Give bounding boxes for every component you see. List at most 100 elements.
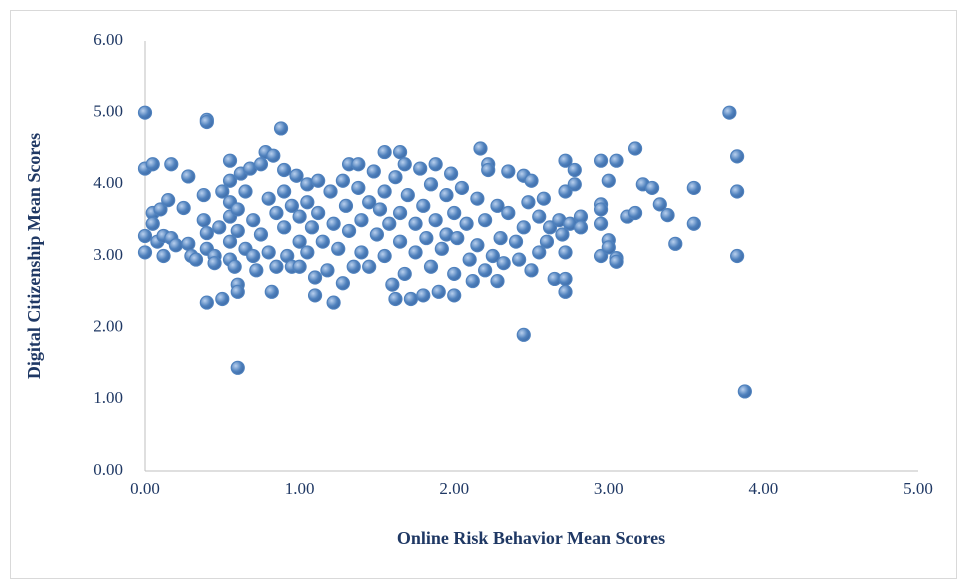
scatter-point [323,184,338,199]
scatter-point [413,161,428,176]
scatter-point [392,144,408,160]
scatter-point [558,271,573,287]
y-tick-label: 0.00 [93,460,123,479]
scatter-point [516,327,531,342]
scatter-point [573,220,589,235]
scatter-point [377,184,392,199]
scatter-point [366,164,381,179]
scatter-point [326,295,341,310]
scatter-point [601,173,616,188]
scatter-point [230,223,245,239]
scatter-point [145,216,160,231]
scatter-point [439,187,454,203]
scatter-point [277,184,292,199]
scatter-point [567,162,582,178]
scatter-point [485,248,500,264]
scatter-point [558,284,573,299]
scatter-point [428,157,443,172]
scatter-point [269,205,284,221]
scatter-point [230,360,245,375]
scatter-point [369,227,384,242]
scatter-point [660,208,675,223]
scatter-point [246,248,261,264]
scatter-point [145,157,160,172]
scatter-point [266,148,281,163]
scatter-point [292,259,307,274]
scatter-point [176,200,191,216]
scatter-point [730,248,745,264]
scatter-point [508,234,524,249]
scatter-point [493,230,508,246]
scatter-point [273,121,289,136]
scatter-point [289,168,304,183]
scatter-point [253,227,269,242]
scatter-point [168,238,184,253]
scatter-point [156,248,171,264]
scatter-point [423,259,439,274]
scatter-point [346,259,361,274]
scatter-point [447,288,462,303]
scatter-point [490,273,505,289]
scatter-point [326,216,341,231]
scatter-point [253,157,269,172]
x-tick-label: 3.00 [594,479,624,498]
scatter-point [249,263,264,278]
scatter-point [730,184,745,199]
scatter-point [331,241,346,256]
scatter-point [524,263,539,278]
scatter-point [465,273,480,289]
scatter-point [532,209,547,224]
scatter-point [341,223,357,239]
scatter-point [362,259,377,274]
y-tick-label: 2.00 [93,317,123,336]
scatter-point [470,238,485,253]
scatter-point [351,180,366,196]
y-tick-label: 6.00 [93,30,123,49]
scatter-point [269,259,284,274]
scatter-point [227,259,242,274]
scatter-point [261,245,276,260]
scatter-point [137,105,153,120]
scatter-point [532,245,547,260]
scatter-point [304,220,320,235]
scatter-point [181,169,196,184]
scatter-point [408,216,423,231]
y-tick-label: 3.00 [93,245,123,264]
x-tick-label: 5.00 [903,479,933,498]
scatter-point [307,270,323,285]
scatter-point [462,252,477,267]
scatter-point [416,288,431,303]
scatter-point [385,277,400,292]
scatter-point [164,157,179,172]
scatter-point [423,177,439,192]
scatter-point [536,191,551,206]
scatter-point [199,225,214,241]
scatter-point [444,166,459,181]
scatter-point [459,216,474,231]
scatter-point [392,205,408,221]
scatter-point [416,198,431,213]
x-axis-title: Online Risk Behavior Mean Scores [397,528,665,548]
scatter-point [153,202,168,217]
y-tick-label: 1.00 [93,388,123,407]
scatter-point [567,177,582,192]
x-tick-label: 2.00 [439,479,469,498]
scatter-point [470,191,485,206]
scatter-point [300,245,315,260]
scatter-point [644,180,660,196]
scatter-point [354,245,369,260]
scatter-point [434,241,449,256]
scatter-point [555,227,570,242]
scatter-point [501,164,516,179]
scatter-point [351,157,366,172]
scatter-point [335,173,350,188]
x-tick-label: 4.00 [749,479,779,498]
scatter-point [524,173,539,188]
scatter-point [454,180,470,196]
scatter-point [593,202,609,217]
scatter-point [593,216,609,231]
x-tick-label: 0.00 [130,479,160,498]
scatter-point [207,256,222,271]
scatter-point [137,245,153,260]
